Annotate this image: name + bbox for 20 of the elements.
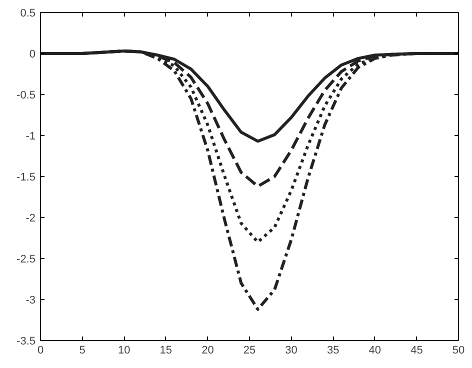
y-tick-label: -2 xyxy=(26,212,36,224)
y-tick-label: -1 xyxy=(26,130,36,142)
x-tick-label: 20 xyxy=(202,344,214,356)
y-tick-label: -0.5 xyxy=(16,90,36,102)
x-tick-label: 25 xyxy=(243,344,256,356)
x-tick-label: 40 xyxy=(368,344,382,356)
y-tick-label: -3 xyxy=(26,294,36,306)
x-tick-label: 45 xyxy=(410,344,423,356)
y-tick-label: -3.5 xyxy=(16,336,36,348)
x-tick-label: 0 xyxy=(37,344,44,356)
y-tick-label: 0.5 xyxy=(20,8,36,20)
x-tick-label: 10 xyxy=(118,344,130,356)
y-tick-label: -2.5 xyxy=(16,254,36,266)
x-tick-label: 30 xyxy=(285,344,298,356)
x-tick-label: 5 xyxy=(79,344,86,356)
y-tick-label: -1.5 xyxy=(16,172,36,184)
x-tick-label: 50 xyxy=(452,344,465,356)
x-tick-label: 35 xyxy=(326,344,340,356)
y-tick-label: 0 xyxy=(29,48,36,60)
x-tick-label: 15 xyxy=(160,344,172,356)
